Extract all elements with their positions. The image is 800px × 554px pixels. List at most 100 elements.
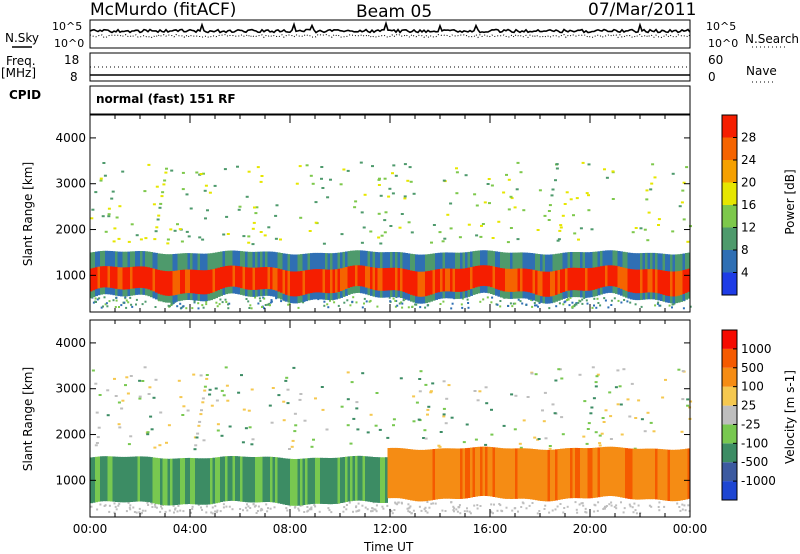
scatter-point (631, 231, 635, 234)
scatter-point (480, 224, 483, 227)
near-range-point (108, 510, 111, 513)
velocity-band (595, 447, 598, 498)
velocity-band (520, 448, 523, 499)
power-band-core (195, 269, 198, 294)
near-range-point (144, 509, 147, 512)
near-range-point (197, 307, 200, 310)
near-range-point (581, 298, 584, 301)
power-band-core (445, 268, 448, 292)
velocity-band (367, 456, 371, 502)
scatter-point (467, 223, 471, 226)
near-range-point (205, 300, 208, 303)
power-band-core (430, 270, 433, 295)
velocity-band (592, 447, 596, 498)
power-band-core (162, 270, 166, 296)
velocity-band (587, 448, 591, 499)
velocity-band (217, 457, 221, 503)
velocity-band (150, 457, 153, 503)
scatter-point (403, 195, 407, 198)
scatter-point (377, 212, 381, 215)
near-range-point (519, 300, 522, 303)
power-band-core (277, 268, 281, 292)
near-range-point (214, 510, 217, 513)
scatter-point (441, 240, 445, 243)
scatter-point (216, 429, 220, 432)
near-range-point (342, 510, 345, 513)
velocity-band (212, 457, 216, 504)
scatter-point (585, 192, 589, 195)
scatter-point (202, 172, 205, 175)
scatter-point (346, 169, 350, 172)
scatter-point (147, 393, 151, 395)
power-band-core (655, 269, 658, 293)
near-range-point (96, 508, 99, 511)
scatter-point (585, 442, 589, 445)
near-range-point (442, 300, 445, 303)
near-range-point (635, 512, 638, 515)
scatter-point (118, 426, 122, 429)
scatter-point (321, 187, 325, 189)
velocity-band (377, 457, 381, 503)
near-range-point (623, 507, 626, 510)
scatter-point (589, 412, 593, 415)
scatter-point (657, 218, 661, 221)
velocity-band (492, 447, 496, 497)
scatter-point (210, 404, 214, 407)
scatter-point (455, 167, 458, 170)
near-range-point (371, 510, 374, 513)
power-band-core (167, 271, 171, 296)
scatter-point (506, 241, 510, 244)
velocity-band (252, 457, 256, 503)
power-band-core (580, 268, 583, 291)
near-range-point (222, 506, 225, 509)
velocity-band (192, 458, 196, 505)
near-range-point (584, 507, 587, 510)
velocity-band (415, 449, 418, 502)
near-range-point (299, 504, 302, 507)
scatter-point (320, 166, 324, 168)
velocity-band (177, 458, 181, 505)
beam-title: Beam 05 (356, 2, 433, 22)
scatter-point (519, 171, 523, 174)
near-range-point (676, 502, 679, 505)
power-band-core (600, 266, 603, 288)
near-range-point (528, 504, 531, 507)
near-range-point (370, 510, 372, 513)
scatter-point (169, 228, 173, 231)
near-range-point (201, 304, 204, 307)
x-tick-label: 16:00 (473, 522, 508, 536)
scatter-point (399, 377, 403, 380)
power-band-core (405, 269, 408, 293)
near-range-point (239, 508, 242, 510)
x-tick-label: 08:00 (273, 522, 308, 536)
power-band-core (635, 269, 638, 294)
velocity-band (460, 448, 463, 499)
scatter-point (320, 386, 324, 388)
scatter-point (118, 205, 122, 208)
near-range-point (455, 508, 458, 511)
scatter-point (391, 172, 394, 175)
nsky-tick-low: 10^0 (54, 37, 85, 50)
power-band-core (570, 267, 573, 291)
power-band-core (327, 269, 331, 294)
near-range-point (566, 505, 569, 508)
colorbar-tick-label: 500 (741, 361, 764, 375)
power-band-core (595, 267, 598, 290)
scatter-point (464, 174, 468, 177)
power-band-core (420, 271, 423, 297)
velocity-band (452, 448, 456, 499)
scatter-point (237, 391, 241, 394)
near-range-point (99, 503, 102, 506)
power-band-core (155, 269, 158, 293)
scatter-point (115, 216, 119, 219)
near-range-point (573, 305, 576, 308)
velocity-band (390, 447, 393, 499)
power-band-core (627, 268, 631, 292)
power-band-core (257, 267, 261, 290)
velocity-band (545, 449, 548, 502)
near-range-point (201, 508, 203, 511)
y-tick-label: 4000 (55, 336, 86, 350)
scatter-point (555, 167, 559, 170)
near-range-point (631, 506, 634, 509)
